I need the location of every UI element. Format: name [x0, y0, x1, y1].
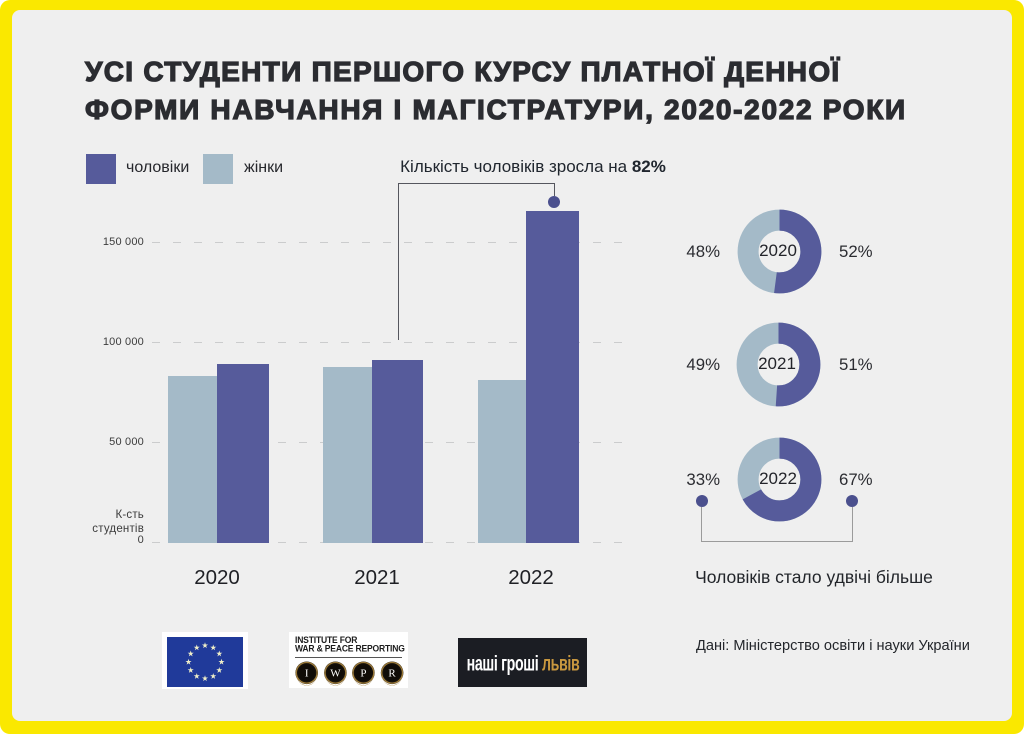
svg-text:I: I — [305, 667, 309, 679]
svg-text:P: P — [360, 667, 366, 679]
svg-text:R: R — [388, 667, 396, 679]
svg-text:W: W — [330, 667, 341, 679]
